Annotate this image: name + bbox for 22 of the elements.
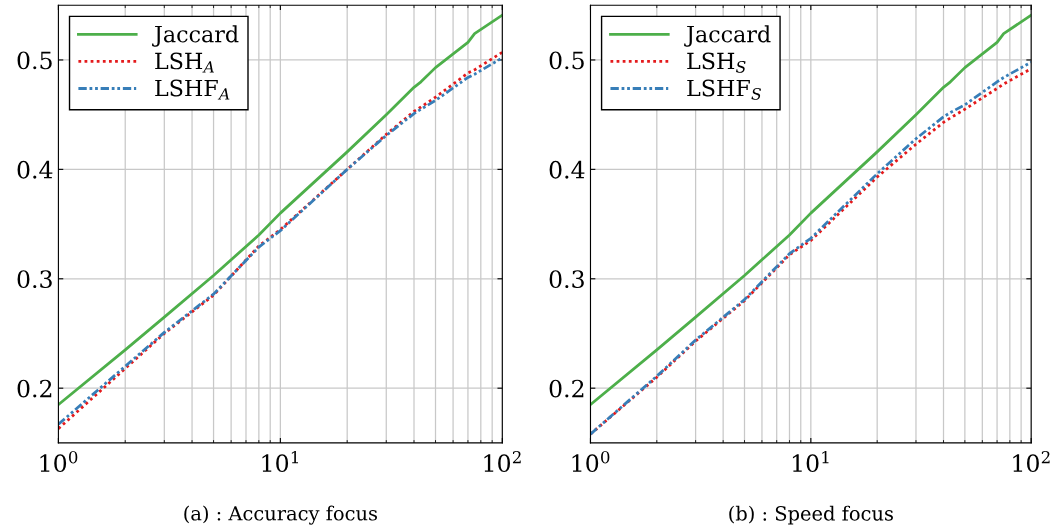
y-tick-label: 0.5 xyxy=(549,51,584,70)
legend-label: LSHF$_{A}$ xyxy=(155,79,230,100)
x-tick-label: 10$^{0}$ xyxy=(40,450,78,473)
y-tick-label: 0.2 xyxy=(17,379,52,398)
y-tick-label: 0.5 xyxy=(17,51,52,70)
text: (a) : Accuracy focus xyxy=(184,505,377,525)
legend-label: LSHF$_{S}$ xyxy=(687,79,761,100)
legend-label: LSH$_{S}$ xyxy=(687,52,746,73)
y-tick-label: 0.4 xyxy=(17,160,53,179)
y-tick-label: 0.3 xyxy=(549,270,584,289)
x-tick-label: 10$^{1}$ xyxy=(262,450,299,473)
legend-label: LSH$_{A}$ xyxy=(155,52,214,73)
legend-label: Jaccard xyxy=(684,25,771,47)
x-tick-label: 10$^{2}$ xyxy=(484,450,521,473)
y-tick-label: 0.3 xyxy=(17,270,52,289)
text: (b) : Speed focus xyxy=(729,505,893,525)
x-tick-label: 10$^{2}$ xyxy=(1013,450,1050,473)
x-tick-label: 10$^{1}$ xyxy=(792,450,829,473)
legend-label: Jaccard xyxy=(152,25,239,47)
y-tick-label: 0.4 xyxy=(549,160,585,179)
y-tick-label: 0.2 xyxy=(549,379,584,398)
x-tick-label: 10$^{0}$ xyxy=(572,450,610,473)
